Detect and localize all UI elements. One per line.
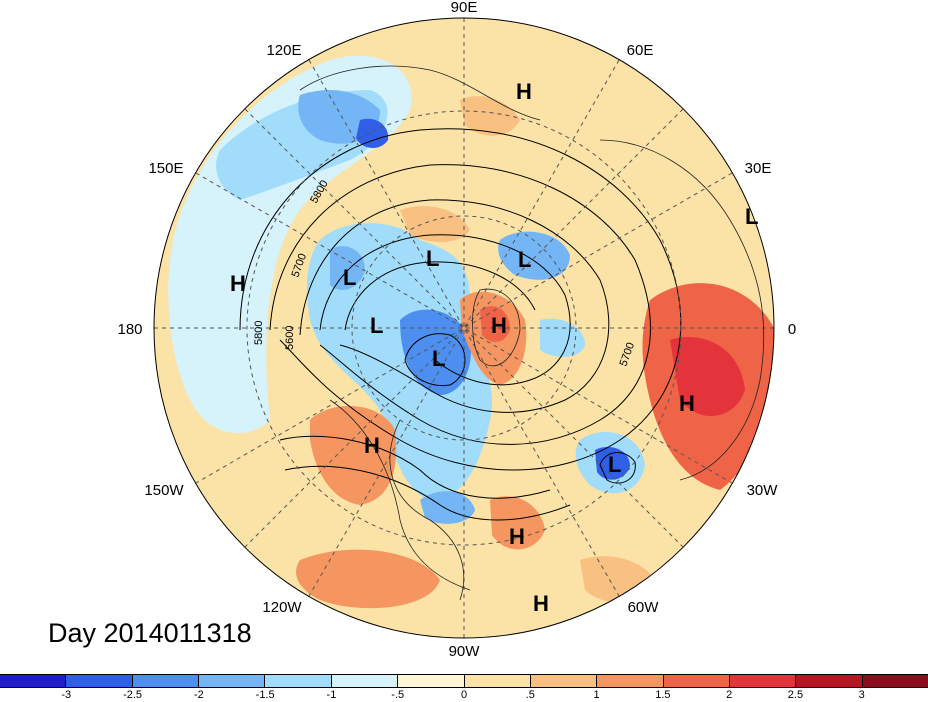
coastlines — [299, 65, 765, 601]
meridian-60 — [308, 59, 620, 597]
high-center-siberia: H — [516, 79, 532, 104]
colorbar-cell — [729, 675, 797, 687]
lon-label-60w: 60W — [628, 599, 660, 616]
colorbar-tick-label: 1 — [593, 689, 600, 701]
polar-map: 90E 60E 120E 30E 150E 180 0 150W 30W 120… — [117, 0, 796, 660]
colorbar-tick-label: .5 — [525, 689, 535, 701]
colorbar-cell — [331, 675, 399, 687]
colorbar-cell — [132, 675, 200, 687]
anomaly-warm-arctic — [400, 206, 470, 242]
height-contours — [239, 128, 682, 521]
lon-label-30e: 30E — [745, 160, 772, 177]
anomaly-cool-asia-min — [356, 118, 389, 149]
coastline-europe — [599, 139, 765, 481]
anomaly-warm-greenland-core — [480, 306, 510, 342]
colorbar-tick-label: -.5 — [391, 689, 405, 701]
lon-label-90e: 90E — [451, 0, 478, 16]
contour-southern-flow — [279, 435, 551, 499]
lon-label-150w: 150W — [144, 482, 184, 499]
contour-5800-outer — [239, 128, 682, 471]
colorbar-cell — [66, 675, 133, 687]
colorbar-cell — [597, 675, 664, 687]
low-center-europe: L — [745, 204, 758, 229]
contour-label-5800-left: 5800 — [253, 321, 265, 345]
anomaly-warm-atlantic-core — [670, 337, 745, 417]
low-center-hudson: L — [432, 346, 445, 371]
contour-label-5600: 5600 — [284, 326, 296, 350]
high-center-west-na: H — [364, 433, 380, 458]
anomaly-warm-gulf — [490, 496, 545, 550]
graticule — [154, 18, 774, 638]
colorbar-tick-label: -3 — [61, 689, 72, 701]
colorbar-cell — [464, 675, 531, 687]
contour-5700 — [269, 164, 651, 445]
lon-label-150e: 150E — [148, 160, 183, 177]
colorbar-cell — [862, 675, 928, 687]
coastline-na-west — [329, 399, 471, 591]
contour-5500 — [319, 234, 571, 386]
coastline-asia — [299, 65, 541, 121]
coastline-greenland — [472, 288, 521, 367]
anomaly-warm-pacific-south — [296, 549, 440, 609]
colorbar-cell — [398, 675, 465, 687]
lon-label-30w: 30W — [747, 482, 779, 499]
colorbar-tick-label: 2.5 — [787, 689, 804, 701]
meridian-120 — [308, 59, 620, 597]
lon-label-60e: 60E — [627, 42, 654, 59]
coastline-na-east — [389, 419, 464, 601]
anomaly-cool-siberia — [330, 246, 365, 290]
colorbar-cell — [796, 675, 863, 687]
colorbar-labels: -3 -2.5 -2 -1.5 -1 -.5 0 .5 1 1.5 2 2.5 3 — [0, 689, 928, 702]
lon-label-0: 0 — [788, 321, 796, 338]
colorbar-tick-label: 0 — [460, 689, 468, 701]
latitude-circle-30 — [246, 110, 682, 546]
low-center-scandinavia: L — [518, 247, 531, 272]
anomaly-cool-scandinavia — [498, 231, 570, 280]
colorbar-tick-label: -2 — [193, 689, 204, 701]
contour-southern-flow-2 — [284, 465, 571, 521]
colorbar-cell — [663, 675, 730, 687]
colorbar-cell — [199, 675, 266, 687]
high-center-atlantic-east: H — [679, 391, 695, 416]
meridian-30 — [195, 172, 733, 484]
colorbar-tick-label: 2 — [726, 689, 733, 701]
high-center-pacific: H — [230, 271, 246, 296]
colorbar-tick-label: -1 — [326, 689, 337, 701]
colorbar-tick-label: 3 — [858, 689, 865, 701]
high-center-caribbean: H — [533, 591, 549, 616]
contour-5600 — [299, 199, 610, 413]
colorbar-tick-label: -1.5 — [255, 689, 275, 701]
colorbar-tick-label: 1.5 — [655, 689, 671, 701]
anomaly-warm-west-na — [310, 406, 397, 505]
anomaly-cool-atlantic-low-core — [595, 446, 630, 480]
colorbar — [0, 674, 928, 688]
anomaly-cool-hudson — [400, 309, 471, 395]
colorbar-tick-label: -2.5 — [123, 689, 143, 701]
lon-label-120e: 120E — [266, 42, 301, 59]
lon-label-120w: 120W — [262, 599, 302, 616]
contour-low-hudson — [404, 333, 466, 387]
meridian-150 — [195, 172, 733, 484]
low-center-alaska: L — [370, 313, 383, 338]
latitude-circle-60 — [351, 215, 577, 441]
colorbar-cell — [265, 675, 332, 687]
low-center-siberia: L — [343, 265, 356, 290]
low-center-arctic: L — [426, 246, 439, 271]
anomaly-cool-canada — [307, 223, 493, 500]
high-center-greenland: H — [491, 313, 507, 338]
lon-label-90w: 90W — [449, 643, 481, 660]
high-center-gulf: H — [509, 524, 525, 549]
anomaly-cool-east-us — [420, 491, 475, 524]
low-center-atlantic: L — [608, 452, 621, 477]
contour-5400 — [344, 261, 536, 331]
day-title: Day 2014011318 — [48, 618, 252, 648]
colorbar-cell — [530, 675, 598, 687]
map-boundary — [153, 17, 775, 639]
lon-label-180: 180 — [117, 321, 142, 338]
colorbar-cell — [0, 675, 67, 687]
